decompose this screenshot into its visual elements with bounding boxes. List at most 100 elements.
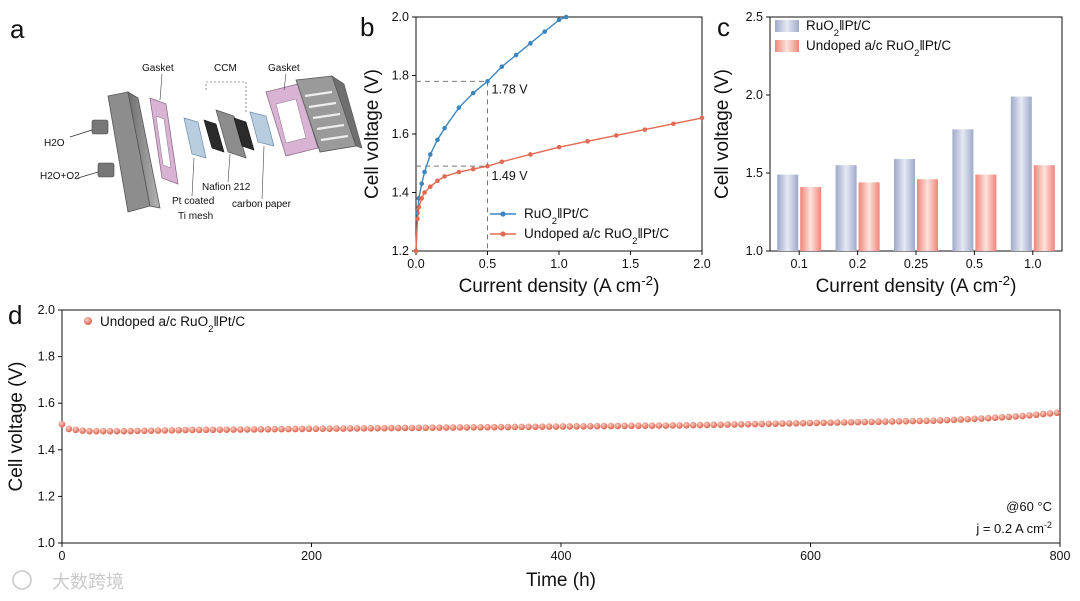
chart-d-point — [847, 418, 855, 426]
end-plate-right-channels — [304, 90, 349, 142]
chart-b-ytick-label: 2.0 — [392, 10, 409, 24]
chart-c-bar — [894, 158, 915, 251]
chart-d-point — [230, 426, 237, 433]
chart-c-bar — [835, 165, 857, 251]
chart-d-xtick-label: 800 — [1050, 549, 1071, 563]
chart-d-point — [593, 422, 601, 430]
chart-d-point — [154, 427, 162, 434]
chart-d-point — [710, 421, 718, 429]
chart-d-point — [285, 425, 292, 433]
chart-b-legend-marker — [500, 231, 506, 237]
chart-d-point — [984, 414, 992, 422]
chart-d-point — [415, 424, 423, 432]
chart-b-point — [428, 152, 433, 157]
chart-c-xtick-label: 0.1 — [791, 257, 808, 271]
chart-c-ylabel: Cell voltage (V) — [712, 69, 733, 199]
chart-d-point — [216, 426, 224, 433]
chart-d-point — [641, 422, 649, 430]
chart-d-point — [648, 422, 656, 429]
leader-nafion — [227, 153, 231, 183]
label-gasket-left: Gasket — [142, 63, 174, 74]
chart-d-point — [696, 421, 704, 429]
chart-b-point — [499, 159, 505, 165]
chart-d-point — [785, 420, 793, 427]
leader-carbon-paper — [261, 145, 265, 200]
chart-d-point — [408, 424, 416, 432]
chart-d-point — [532, 423, 539, 431]
chart-d-point — [511, 423, 519, 431]
chart-c-ytick-label: 2.0 — [746, 88, 763, 102]
chart-b-point — [416, 204, 422, 210]
chart-d-xtick-label: 200 — [301, 549, 322, 563]
chart-d-point — [134, 427, 141, 435]
chart-d-xtick-label: 400 — [551, 549, 572, 563]
chart-d-point — [792, 419, 800, 427]
chart-d-ylabel: Cell voltage (V) — [6, 362, 27, 492]
chart-c-bar — [1010, 96, 1032, 251]
chart-b-annotation: 1.78 V — [492, 82, 529, 96]
chart-c-xtick-label: 1.0 — [1024, 257, 1041, 271]
chart-d-point — [909, 417, 917, 425]
chart-b-point — [499, 64, 505, 70]
chart-b-point — [642, 127, 648, 132]
chart-b-point — [435, 137, 440, 143]
chart-d-point — [484, 423, 491, 431]
chart-b-point — [528, 41, 533, 46]
chart-b-point — [415, 216, 420, 222]
chart-d-point — [888, 418, 896, 425]
label-h2o: H2O — [44, 138, 65, 149]
chart-d-point — [65, 425, 73, 433]
chart-d-point — [518, 423, 526, 431]
chart-d-point — [737, 420, 745, 428]
chart-d-point — [257, 426, 265, 433]
chart-c-legend-swatch — [775, 20, 799, 32]
chart-d-point — [340, 425, 347, 432]
chart-d-point — [916, 417, 923, 425]
chart-d-point — [367, 424, 375, 432]
chart-d-point — [113, 427, 121, 435]
chart-d-point — [490, 423, 498, 431]
chart-d-point — [223, 426, 230, 433]
chart-d-point — [237, 426, 244, 433]
leader-gasket-right — [283, 73, 287, 91]
chart-d-point — [175, 426, 182, 434]
chart-d-point — [127, 427, 134, 435]
chart-b-xtick-label: 1.0 — [550, 257, 567, 271]
chart-d-point — [573, 423, 580, 430]
chart-c-xtick-label: 0.5 — [966, 257, 983, 271]
chart-d-point — [971, 415, 978, 423]
chart-d-point — [209, 426, 217, 434]
gasket-left-window — [155, 115, 172, 169]
chart-d-point — [779, 420, 786, 427]
chart-d-point — [1046, 410, 1054, 417]
chart-b-ytick-label: 1.2 — [392, 244, 409, 258]
label-pt-coated: Pt coated — [172, 196, 214, 207]
chart-d-point — [731, 421, 738, 428]
ccm-layer-1 — [203, 119, 225, 153]
chart-d-point — [436, 424, 443, 431]
chart-d-point — [93, 427, 100, 435]
chart-d-point — [744, 420, 752, 428]
chart-d-point — [1039, 410, 1047, 418]
chart-d-point — [628, 422, 635, 430]
chart-c-ytick-label: 1.5 — [746, 166, 763, 180]
chart-d-annotation-temp: @60 °C — [1006, 499, 1052, 514]
chart-b-legend-label: RuO2​‖Pt/C — [524, 206, 589, 227]
chart-d-point — [1053, 409, 1061, 417]
chart-d-point — [875, 418, 882, 426]
chart-c-legend-label: Undoped a/c RuO2​‖Pt/C — [806, 38, 951, 59]
chart-d-point — [998, 413, 1006, 421]
chart-d-point — [566, 423, 574, 430]
chart-d-point — [923, 417, 930, 425]
chart-d-point — [168, 426, 176, 434]
chart-d-point — [655, 422, 663, 429]
chart-b-ytick-label: 1.4 — [392, 186, 409, 200]
chart-d-point — [58, 420, 66, 428]
chart-c-ytick-label: 1.0 — [746, 244, 763, 258]
leader-ccm — [205, 81, 247, 112]
watermark-logo-icon — [12, 570, 32, 590]
chart-d-xtick-label: 0 — [59, 549, 66, 563]
chart-d-ytick-label: 1.2 — [38, 489, 55, 503]
chart-b-point — [442, 174, 447, 179]
